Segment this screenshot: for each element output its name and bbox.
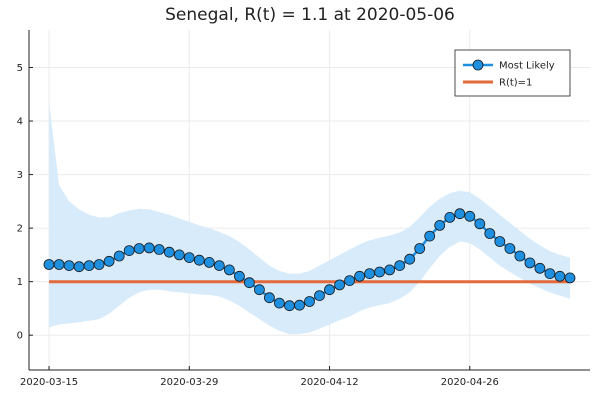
most-likely-point <box>324 284 335 296</box>
most-likely-point <box>454 208 466 220</box>
most-likely-point <box>404 253 416 265</box>
most-likely-point <box>444 211 456 223</box>
most-likely-point <box>83 260 95 272</box>
x-tick-label: 2020-04-26 <box>441 377 499 388</box>
legend: Most Likely R(t)=1 <box>454 49 571 97</box>
most-likely-point <box>93 259 105 270</box>
most-likely-point <box>394 260 406 272</box>
x-tick-label: 2020-04-12 <box>300 377 358 388</box>
chart-title: Senegal, R(t) = 1.1 at 2020-05-06 <box>165 5 455 25</box>
most-likely-point <box>474 218 486 230</box>
x-tick-label: 2020-03-29 <box>160 377 218 388</box>
most-likely-point <box>233 270 245 282</box>
confidence-band <box>49 102 570 335</box>
confidence-band-area <box>49 102 570 335</box>
y-tick-label: 0 <box>17 331 23 342</box>
most-likely-point <box>344 275 356 287</box>
most-likely-point <box>354 270 366 282</box>
legend-box <box>454 49 571 97</box>
most-likely-point <box>143 242 155 254</box>
y-tick-label: 2 <box>17 224 23 235</box>
most-likely-point <box>464 210 476 222</box>
most-likely-point <box>193 254 205 266</box>
most-likely-point <box>163 246 175 258</box>
most-likely-point <box>524 257 536 269</box>
most-likely-point <box>243 277 255 289</box>
most-likely-point <box>213 260 225 272</box>
most-likely-point <box>384 264 396 276</box>
most-likely-point <box>434 219 446 231</box>
most-likely-point <box>253 284 265 296</box>
axes <box>28 30 590 371</box>
x-tick-label: 2020-03-15 <box>20 377 78 388</box>
most-likely-point <box>304 296 315 307</box>
tick-labels: 0 1 2 3 4 5 2020-03-15 2020-03-29 2020-04-12 2020… <box>17 63 499 388</box>
most-likely-point <box>314 290 325 302</box>
most-likely-point <box>153 244 165 255</box>
legend-label-rt1: R(t)=1 <box>499 78 532 89</box>
most-likely-point <box>53 259 65 270</box>
most-likely-point <box>43 259 55 270</box>
most-likely-point <box>263 292 275 304</box>
most-likely-point <box>133 243 145 254</box>
y-tick-label: 3 <box>17 170 23 181</box>
most-likely-point <box>534 262 546 274</box>
most-likely-point <box>63 260 75 272</box>
most-likely-point <box>273 297 285 309</box>
series <box>43 208 576 312</box>
most-likely-point <box>113 250 125 262</box>
most-likely-point <box>284 300 295 312</box>
y-tick-label: 4 <box>17 117 23 128</box>
legend-label-most-likely: Most Likely <box>499 61 555 72</box>
most-likely-point <box>424 230 436 242</box>
most-likely-point <box>123 245 135 257</box>
most-likely-point <box>364 268 376 280</box>
most-likely-point <box>183 252 195 264</box>
most-likely-point <box>203 256 215 268</box>
most-likely-point <box>73 261 85 273</box>
most-likely-point <box>484 228 496 239</box>
most-likely-point <box>294 299 305 311</box>
most-likely-point <box>334 279 346 291</box>
most-likely-point <box>564 272 576 284</box>
most-likely-point <box>504 243 516 254</box>
most-likely-point <box>223 264 235 276</box>
most-likely-point <box>173 249 185 261</box>
y-tick-label: 5 <box>17 63 23 74</box>
most-likely-point <box>374 266 386 278</box>
y-tick-label: 1 <box>17 277 23 288</box>
most-likely-point <box>554 270 566 282</box>
most-likely-point <box>414 243 426 254</box>
most-likely-point <box>103 255 115 267</box>
most-likely-point <box>544 268 556 280</box>
legend-swatch-most-likely-marker <box>472 59 484 71</box>
most-likely-point <box>494 236 506 247</box>
most-likely-point <box>514 250 526 262</box>
